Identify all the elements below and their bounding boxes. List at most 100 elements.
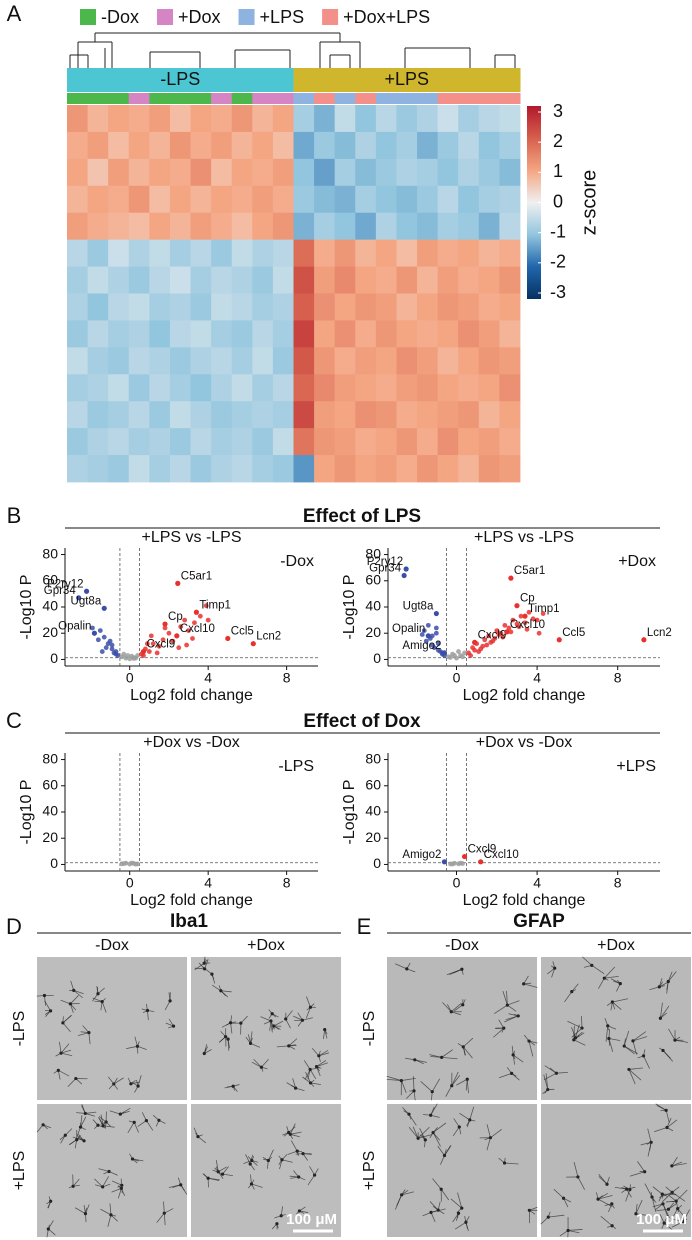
cell-process (563, 1197, 569, 1208)
point (534, 617, 540, 623)
cell-process (155, 1119, 160, 1127)
heatmap-cell (169, 347, 191, 375)
cell-process (309, 1067, 320, 1070)
cell-process (70, 1003, 77, 1011)
cell-process (635, 1199, 643, 1215)
cell-process (643, 1049, 646, 1057)
cell-process (604, 1018, 609, 1027)
highlighted-point (441, 650, 448, 656)
heatmap-cell (478, 105, 500, 133)
y-tick-label: 0 (373, 855, 381, 871)
cell-process (456, 1078, 468, 1086)
cell-process (232, 1085, 238, 1092)
cell-process (603, 976, 619, 979)
cell-process (136, 1079, 139, 1087)
point (184, 642, 189, 648)
cell-process (110, 1214, 117, 1217)
heatmap-cell (396, 347, 418, 375)
point (488, 640, 494, 645)
gene-label: Timp1 (199, 599, 231, 611)
cell-process (611, 998, 629, 1003)
heatmap-cell (128, 428, 150, 456)
cell-process (253, 1059, 262, 1068)
group-cell (437, 93, 459, 104)
heatmap-cell (231, 293, 253, 321)
heatmap-cell (211, 266, 233, 294)
gene-label: P2ry12 (47, 578, 83, 590)
heatmap-cell (231, 131, 253, 160)
cell-process (288, 1045, 296, 1050)
cell-process (655, 1103, 667, 1111)
group-cell (478, 93, 500, 104)
cell-process (250, 1037, 253, 1044)
heatmap-cell (293, 428, 315, 456)
heatmap-cell (211, 347, 233, 375)
cell-process (168, 1025, 174, 1029)
y-tick-label: 80 (42, 545, 58, 561)
cell-process (668, 1202, 678, 1210)
heatmap-cell (149, 131, 171, 160)
cell-process (559, 1230, 569, 1237)
highlighted-point (433, 610, 439, 617)
cell-process (110, 1214, 118, 1222)
cell-process (666, 981, 669, 994)
y-tick-label: 20 (42, 829, 58, 845)
y-tick-label: 20 (42, 624, 58, 640)
cell-process (545, 1073, 549, 1090)
cell-process (78, 1133, 85, 1142)
point (162, 625, 168, 631)
cell-process (113, 1077, 118, 1085)
cell-process (310, 1082, 321, 1085)
heatmap-cell (190, 239, 212, 267)
heatmap-cell (190, 212, 212, 241)
highlighted-point (425, 633, 431, 639)
row-label: -LPS (361, 1011, 378, 1047)
y-tick-label: 60 (365, 776, 381, 792)
heatmap-cell (396, 374, 418, 402)
heatmap-cell (314, 293, 336, 321)
y-axis-title: -Log10 P (18, 780, 35, 845)
heatmap-cell (272, 239, 294, 267)
condition-cell (375, 68, 397, 92)
cell-process (611, 1225, 616, 1229)
cell-process (67, 1078, 77, 1087)
cell-process (457, 1192, 463, 1209)
cell-process (621, 1188, 627, 1193)
cell-process (540, 1216, 549, 1225)
cell-process (318, 1055, 321, 1062)
heatmap-cell (108, 239, 130, 267)
cell-process (92, 1119, 99, 1126)
cell-process (456, 1212, 459, 1219)
cell-process (267, 1149, 274, 1161)
cell-process (667, 971, 677, 982)
point (480, 643, 486, 649)
cell-process (466, 1119, 471, 1127)
heatmap-cell (128, 131, 150, 160)
heatmap-cell (375, 455, 397, 483)
group-cell (211, 93, 233, 104)
cell-process (153, 1115, 160, 1121)
legend-label: -Dox (101, 7, 139, 27)
heatmap-cell (128, 347, 150, 375)
cell-process (400, 1080, 407, 1093)
cell-process (306, 1006, 311, 1011)
condition-cell (169, 68, 192, 92)
cell-process (431, 1091, 433, 1101)
cell-process (102, 1176, 109, 1188)
heatmap-cell (396, 105, 418, 133)
heatmap-cell (87, 266, 109, 294)
condition-cell (128, 68, 150, 92)
cell-process (314, 1168, 319, 1176)
cell-process (164, 1000, 171, 1011)
heatmap-cell (396, 455, 418, 483)
cell-process (59, 1041, 62, 1054)
cell-process (651, 1196, 655, 1202)
cell-process (563, 1197, 572, 1203)
cell-process (422, 1212, 432, 1217)
cell-process (219, 1036, 227, 1043)
heatmap-cell (478, 347, 500, 375)
cell-process (486, 1124, 491, 1139)
heatmap-cell (169, 293, 191, 321)
heatmap-cell (417, 158, 439, 187)
heatmap-cell (458, 239, 480, 267)
